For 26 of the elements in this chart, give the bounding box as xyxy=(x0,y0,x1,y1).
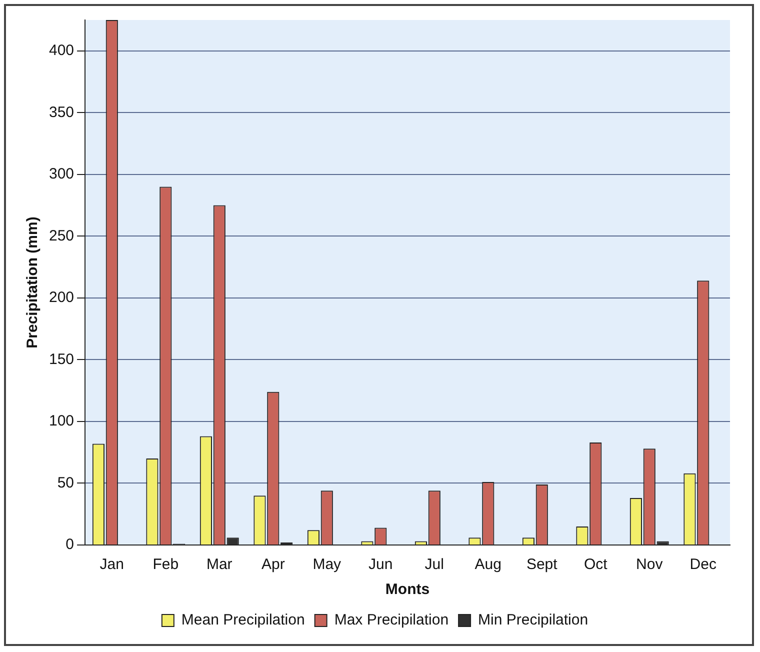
y-tick-label: 350 xyxy=(48,104,74,121)
x-tick-label: Apr xyxy=(261,556,285,574)
x-tick-label: Jun xyxy=(368,556,393,574)
y-tick-label: 300 xyxy=(48,166,74,183)
x-tick-label: Feb xyxy=(152,556,179,574)
y-axis-title: Precipitation (mm) xyxy=(24,216,42,348)
y-tick-label: 100 xyxy=(48,412,74,430)
y-tick-label: 200 xyxy=(48,289,74,306)
x-tick-label: Sept xyxy=(526,556,558,574)
legend-label: Mean Precipilation xyxy=(181,612,305,629)
x-tick-label: Nov xyxy=(636,556,664,574)
y-tick-label: 50 xyxy=(57,474,74,492)
y-tick-label: 150 xyxy=(48,350,74,368)
y-tick-label: 0 xyxy=(66,536,74,554)
x-tick-label: Dec xyxy=(690,556,717,574)
y-tick-label: 400 xyxy=(48,42,74,60)
y-tick-label: 250 xyxy=(48,227,74,244)
x-tick-label: Jan xyxy=(100,556,124,574)
x-tick-label: Mar xyxy=(206,556,232,574)
x-tick-label: Jul xyxy=(424,556,444,574)
legend-label: Max Precipilation xyxy=(334,612,449,629)
x-tick-label: May xyxy=(312,556,342,574)
x-tick-label: Aug xyxy=(474,556,502,574)
x-axis-title: Monts xyxy=(385,581,430,598)
legend-label: Min Precipilation xyxy=(478,612,588,629)
x-tick-label: Oct xyxy=(584,556,608,574)
